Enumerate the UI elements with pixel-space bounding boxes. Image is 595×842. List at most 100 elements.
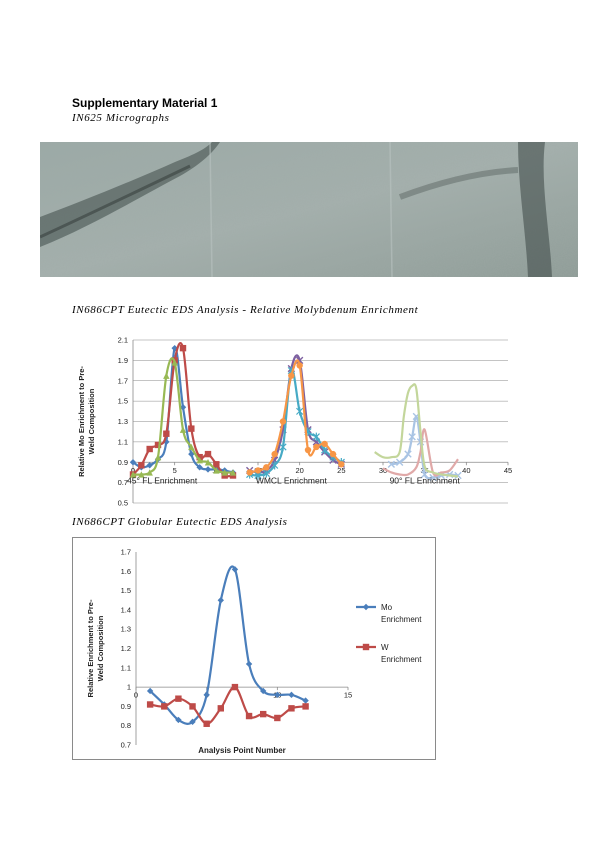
- data-point: [304, 446, 312, 454]
- data-point: [296, 362, 303, 369]
- data-point: [271, 461, 279, 470]
- data-point: [129, 459, 137, 466]
- series-line: [382, 428, 459, 477]
- x-tick-label: 15: [344, 691, 352, 700]
- data-point: [408, 433, 416, 441]
- y-tick-label: 0.7: [121, 741, 131, 750]
- y-tick-label: 1.4: [121, 605, 131, 614]
- page-title: Supplementary Material 1: [72, 96, 218, 110]
- y-tick-label: 1.7: [118, 376, 128, 385]
- y-tick-label: 1.6: [121, 567, 131, 576]
- data-point: [171, 359, 178, 366]
- data-point: [175, 695, 182, 702]
- data-point: [274, 714, 281, 722]
- data-point: [171, 344, 178, 352]
- mo-enrichment-chart: 0.50.70.91.11.31.51.71.92.10510152025303…: [77, 336, 512, 508]
- x-tick-label: 45: [504, 466, 512, 475]
- data-point: [217, 705, 224, 712]
- series-line: [374, 383, 459, 478]
- globular-eutectic-chart-frame: 0.70.80.911.11.21.31.41.51.61.7051015Rel…: [72, 537, 436, 760]
- data-point: [204, 450, 212, 458]
- legend-marker: [362, 603, 370, 611]
- data-point: [302, 703, 309, 710]
- y-tick-label: 1.5: [121, 586, 131, 595]
- data-point: [231, 683, 239, 691]
- y-tick-label: 1: [127, 683, 131, 692]
- data-point: [329, 450, 337, 458]
- data-point: [146, 469, 153, 476]
- y-tick-label: 2.1: [118, 336, 128, 345]
- y-tick-label: 0.8: [121, 721, 131, 730]
- data-point: [138, 471, 145, 478]
- data-point: [204, 459, 212, 466]
- chart1-caption: IN686CPT Eutectic EDS Analysis - Relativ…: [72, 304, 419, 316]
- data-point: [163, 430, 170, 437]
- series-line: [149, 686, 306, 725]
- data-point: [203, 720, 210, 727]
- y-tick-label: 1.3: [121, 625, 131, 634]
- data-point: [161, 703, 168, 710]
- data-point: [213, 467, 220, 474]
- y-tick-label: 1.1: [121, 663, 131, 672]
- data-point: [395, 458, 404, 466]
- data-point: [189, 703, 196, 710]
- region-label: WMCL Enrichment: [256, 475, 328, 485]
- data-point: [387, 460, 396, 468]
- data-point: [312, 432, 320, 441]
- data-point: [138, 462, 145, 469]
- data-point: [163, 372, 170, 379]
- legend-label: Enrichment: [381, 615, 422, 624]
- data-point: [188, 443, 195, 451]
- x-tick-label: 20: [295, 466, 303, 475]
- data-point: [279, 418, 287, 425]
- data-point: [217, 597, 224, 604]
- data-point: [404, 450, 412, 458]
- data-point: [196, 464, 203, 471]
- data-point: [288, 705, 295, 712]
- data-point: [313, 443, 320, 451]
- series-line: [249, 369, 342, 477]
- micrograph-caption: IN625 Micrographs: [72, 112, 170, 124]
- data-point: [221, 469, 228, 476]
- data-point: [154, 453, 162, 461]
- micrograph-dendrite-band-right: [518, 142, 552, 277]
- y-tick-label: 0.9: [121, 702, 131, 711]
- data-point: [245, 712, 253, 720]
- data-point: [245, 660, 253, 668]
- legend-label: W: [381, 643, 389, 652]
- data-point: [204, 466, 212, 473]
- data-point: [213, 461, 220, 468]
- data-point: [288, 372, 295, 379]
- data-point: [262, 469, 270, 478]
- y-tick-label: 1.1: [118, 437, 128, 446]
- data-point: [279, 442, 287, 452]
- globular-eutectic-chart: 0.70.80.911.11.21.31.41.51.61.7051015Rel…: [86, 548, 422, 756]
- region-label: 45° FL Enrichment: [127, 475, 198, 485]
- data-point: [229, 469, 237, 476]
- data-point: [296, 407, 304, 416]
- x-axis-title: Analysis Point Number: [198, 746, 286, 755]
- data-point: [260, 710, 267, 718]
- data-point: [163, 438, 170, 446]
- data-point: [302, 697, 309, 704]
- y-axis-title: Relative Mo Enrichment to Pre-Weld Compo…: [77, 366, 96, 477]
- data-point: [179, 426, 187, 433]
- x-tick-label: 40: [462, 466, 470, 475]
- y-tick-label: 1.2: [121, 644, 131, 653]
- data-point: [271, 450, 278, 458]
- y-tick-label: 0.9: [118, 458, 128, 467]
- data-point: [338, 461, 345, 468]
- data-point: [129, 471, 137, 478]
- data-point: [188, 425, 195, 432]
- y-axis-title: Relative Enrichment to Pre-Weld Composit…: [86, 599, 105, 697]
- data-point: [146, 701, 154, 708]
- x-tick-label: 30: [379, 466, 387, 475]
- y-tick-label: 1.7: [121, 548, 131, 557]
- data-point: [231, 566, 239, 573]
- data-point: [154, 441, 162, 449]
- legend-marker: [362, 643, 370, 651]
- data-point: [179, 344, 187, 352]
- series-line: [132, 357, 234, 476]
- data-point: [321, 440, 328, 448]
- y-tick-label: 1.9: [118, 356, 128, 365]
